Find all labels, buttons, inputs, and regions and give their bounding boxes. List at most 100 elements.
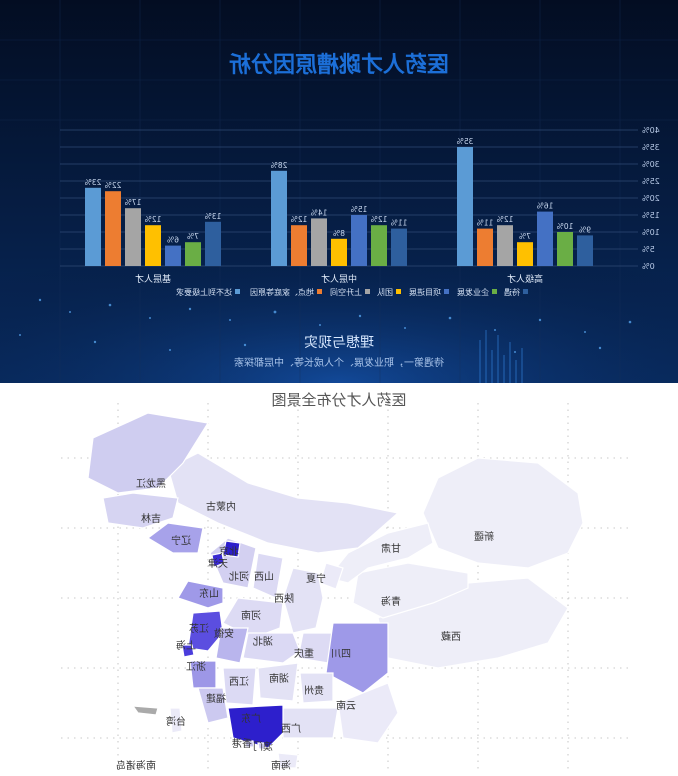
- map-label: 台湾: [166, 717, 186, 728]
- region-guangxi[interactable]: [282, 707, 339, 739]
- map-label: 福建: [206, 694, 226, 705]
- map-label: 河北: [229, 572, 249, 583]
- data-label: 11%: [391, 219, 408, 228]
- bar: [577, 235, 593, 266]
- data-label: 17%: [125, 198, 142, 207]
- map-label: 宁夏: [306, 574, 326, 585]
- map-label: 上海: [176, 641, 196, 652]
- legend-label: 团队: [377, 287, 393, 297]
- region-shanxi[interactable]: [252, 552, 284, 599]
- bar: [291, 225, 307, 266]
- map-panel: 医药人才分布全景图: [0, 383, 678, 776]
- map-label: 甘肃: [381, 544, 401, 555]
- region-neimenggu[interactable]: [167, 452, 400, 554]
- category-label: 基层人才: [135, 273, 171, 285]
- map-label: 陕西: [274, 594, 294, 605]
- map-label: 四川: [331, 649, 351, 660]
- region-hebei[interactable]: [209, 537, 257, 589]
- y-tick-label: 35%: [642, 143, 660, 152]
- bar-chart: 医药人才跳槽原因分析 0% 5% 10% 15% 20% 25% 30% 35% 40% 9% 1…: [60, 52, 660, 369]
- legend-label: 上升空间: [330, 287, 362, 297]
- legend-swatch: [235, 289, 240, 294]
- legend-swatch: [523, 289, 528, 294]
- map-label: 广东: [241, 714, 261, 725]
- data-label: 10%: [557, 222, 574, 231]
- region-hongkong[interactable]: [244, 740, 255, 748]
- y-tick-label: 0%: [642, 262, 655, 271]
- region-fujian[interactable]: [197, 687, 229, 724]
- region-heilongjiang[interactable]: [87, 412, 209, 494]
- data-label: 15%: [351, 205, 368, 214]
- region-hainan[interactable]: [277, 752, 299, 769]
- map-label: 南海诸岛: [116, 761, 156, 772]
- bar: [105, 191, 121, 266]
- region-xinjiang[interactable]: [422, 457, 584, 569]
- bar: [557, 232, 573, 266]
- region-anhui[interactable]: [215, 627, 249, 664]
- map-label: 天津: [208, 559, 228, 570]
- china-map: 医药人才分布全景图: [58, 391, 628, 773]
- bar: [185, 242, 201, 266]
- data-label: 8%: [333, 229, 345, 238]
- bar: [145, 225, 161, 266]
- region-qinghai[interactable]: [352, 562, 469, 619]
- chart-title: 医药人才跳槽原因分析: [229, 52, 449, 78]
- bar: [371, 225, 387, 266]
- y-tick-label: 40%: [642, 126, 660, 135]
- data-label: 12%: [145, 215, 162, 224]
- region-zhejiang[interactable]: [189, 660, 217, 689]
- legend-swatch: [365, 289, 370, 294]
- y-tick-label: 10%: [642, 228, 660, 237]
- region-sichuan[interactable]: [325, 622, 389, 694]
- data-label: 9%: [579, 225, 591, 234]
- region-shandong[interactable]: [177, 580, 224, 609]
- data-label: 13%: [205, 212, 222, 221]
- map-title: 医药人才分布全景图: [271, 391, 406, 409]
- region-guizhou[interactable]: [299, 672, 334, 704]
- map-label: 河南: [241, 611, 261, 622]
- map-label: 贵州: [304, 686, 324, 697]
- banner-caption: 待遇第一，职业发展、个人成长等、中层都探索: [234, 356, 444, 369]
- bar: [311, 218, 327, 266]
- map-labels: 黑龙江 吉林 内蒙古 辽宁 北京 天津 河北 山西 山东 宁夏 甘肃 新疆 陕西 青海 河南 江苏 安徽 上海 湖北…: [0, 383, 678, 776]
- bar: [457, 147, 473, 266]
- bar: [477, 228, 493, 266]
- map-label: 香港: [232, 739, 252, 750]
- region-jilin[interactable]: [102, 492, 179, 529]
- map-label: 黑龙江: [136, 479, 166, 490]
- legend-label: 企业发展: [457, 287, 489, 297]
- region-nanhai[interactable]: [131, 705, 159, 716]
- bar: [517, 242, 533, 266]
- region-yunnan[interactable]: [337, 682, 399, 744]
- legend-swatch: [396, 289, 401, 294]
- bar: [351, 215, 367, 266]
- map-label: 云南: [336, 701, 356, 712]
- region-hubei[interactable]: [242, 632, 301, 664]
- region-macau[interactable]: [257, 742, 266, 750]
- region-taiwan[interactable]: [169, 707, 183, 734]
- data-label: 14%: [311, 208, 328, 217]
- y-tick-label: 25%: [642, 177, 660, 186]
- chart-panel: 医药人才跳槽原因分析 0% 5% 10% 15% 20% 25% 30% 35% 40% 9% 1…: [0, 0, 678, 383]
- category-label: 高级人才: [507, 273, 543, 285]
- map-label: 广西: [281, 724, 301, 735]
- bar: [125, 208, 141, 266]
- legend-swatch: [317, 289, 322, 294]
- bar: [537, 211, 553, 266]
- data-label: 35%: [457, 137, 474, 146]
- legend-label: 地点、家庭等原因: [250, 287, 314, 297]
- bar: [85, 187, 101, 266]
- region-tianjin[interactable]: [211, 552, 225, 568]
- region-hunan[interactable]: [257, 662, 299, 702]
- data-label: 7%: [187, 232, 199, 241]
- region-gansu[interactable]: [326, 522, 434, 584]
- region-liaoning[interactable]: [146, 522, 204, 554]
- map-label: 重庆: [294, 649, 314, 660]
- region-shanghai[interactable]: [181, 644, 195, 658]
- map-label: 内蒙古: [206, 502, 236, 513]
- data-label: 12%: [291, 215, 308, 224]
- legend-swatch: [492, 289, 497, 294]
- data-label: 12%: [497, 215, 514, 224]
- bar: [205, 221, 221, 266]
- map-label: 新疆: [474, 532, 494, 543]
